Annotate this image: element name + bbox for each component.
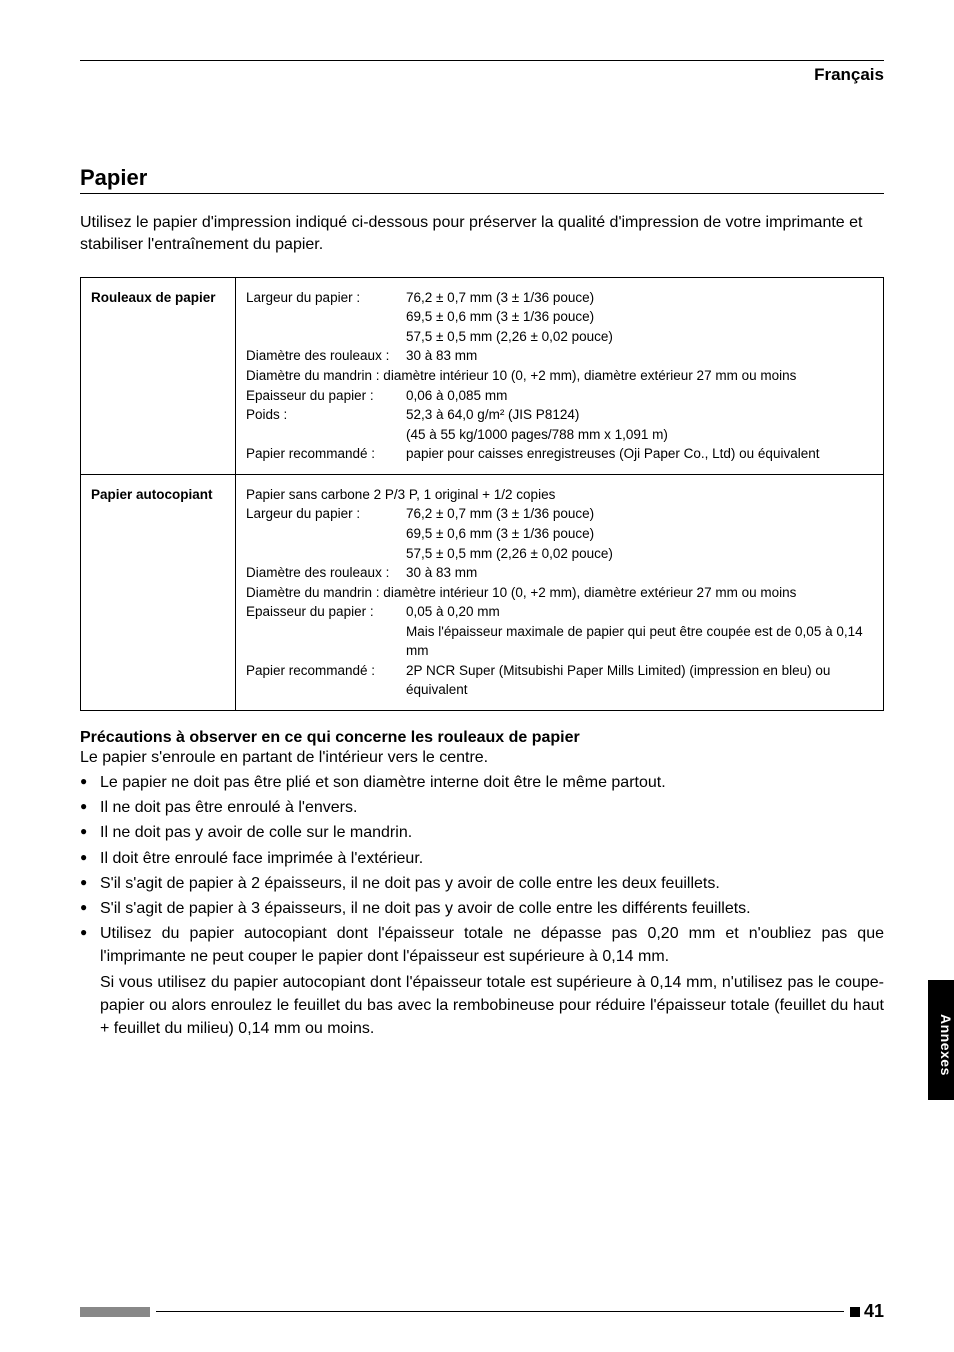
spec-value: 69,5 ± 0,6 mm (3 ± 1/36 pouce)	[406, 524, 873, 544]
caution-continuation: Si vous utilisez du papier autocopiant d…	[80, 971, 884, 1041]
bullet-item: Il ne doit pas y avoir de colle sur le m…	[80, 821, 884, 844]
table-row: Papier autocopiant Papier sans carbone 2 …	[81, 474, 884, 710]
bullet-item: Il doit être enroulé face imprimée à l'e…	[80, 847, 884, 870]
spec-value: 0,06 à 0,085 mm	[406, 386, 873, 406]
spec-line: Papier recommandé :papier pour caisses e…	[246, 444, 873, 464]
spec-line: Largeur du papier :76,2 ± 0,7 mm (3 ± 1/…	[246, 288, 873, 308]
spec-line: Diamètre des rouleaux :30 à 83 mm	[246, 563, 873, 583]
section-title: Papier	[80, 165, 884, 194]
spec-value: 0,05 à 0,20 mm	[406, 602, 873, 622]
spec-value: 52,3 à 64,0 g/m² (JIS P8124)	[406, 405, 873, 425]
spec-value: 2P NCR Super (Mitsubishi Paper Mills Lim…	[406, 661, 873, 700]
spec-line: 57,5 ± 0,5 mm (2,26 ± 0,02 pouce)	[246, 327, 873, 347]
side-tab: Annexes	[928, 980, 954, 1100]
spec-value: 30 à 83 mm	[406, 563, 873, 583]
header-language: Français	[80, 65, 884, 85]
section-intro: Utilisez le papier d'impression indiqué …	[80, 212, 884, 257]
spec-key	[246, 622, 406, 661]
bullet-item: Utilisez du papier autocopiant dont l'ép…	[80, 922, 884, 968]
spec-table: Rouleaux de papierLargeur du papier :76,…	[80, 277, 884, 711]
table-row: Rouleaux de papier Largeur du papier :76,…	[81, 277, 884, 474]
page-number: 41	[864, 1301, 884, 1322]
caution-intro: Le papier s'enroule en partant de l'inté…	[80, 749, 884, 767]
spec-line: Mais l'épaisseur maximale de papier qui …	[246, 622, 873, 661]
spec-line: 69,5 ± 0,6 mm (3 ± 1/36 pouce)	[246, 307, 873, 327]
spec-line: Largeur du papier :76,2 ± 0,7 mm (3 ± 1/…	[246, 504, 873, 524]
spec-line: 69,5 ± 0,6 mm (3 ± 1/36 pouce)	[246, 524, 873, 544]
row-content: Largeur du papier :76,2 ± 0,7 mm (3 ± 1/…	[236, 277, 884, 474]
spec-line: Papier sans carbone 2 P/3 P, 1 original …	[246, 485, 873, 505]
spec-value: 76,2 ± 0,7 mm (3 ± 1/36 pouce)	[406, 288, 873, 308]
footer-line	[156, 1311, 844, 1312]
spec-key	[246, 544, 406, 564]
spec-value: 69,5 ± 0,6 mm (3 ± 1/36 pouce)	[406, 307, 873, 327]
spec-key	[246, 425, 406, 445]
spec-value: 57,5 ± 0,5 mm (2,26 ± 0,02 pouce)	[406, 544, 873, 564]
spec-value: papier pour caisses enregistreuses (Oji …	[406, 444, 873, 464]
spec-line: Diamètre du mandrin : diamètre intérieur…	[246, 583, 873, 603]
footer-bar	[80, 1307, 150, 1317]
spec-key: Epaisseur du papier :	[246, 602, 406, 622]
spec-line: Diamètre du mandrin : diamètre intérieur…	[246, 366, 873, 386]
spec-value: Mais l'épaisseur maximale de papier qui …	[406, 622, 873, 661]
spec-line: Epaisseur du papier :0,05 à 0,20 mm	[246, 602, 873, 622]
spec-key: Epaisseur du papier :	[246, 386, 406, 406]
spec-line: Papier recommandé :2P NCR Super (Mitsubi…	[246, 661, 873, 700]
spec-key	[246, 524, 406, 544]
bullet-item: Il ne doit pas être enroulé à l'envers.	[80, 796, 884, 819]
top-rule	[80, 60, 884, 61]
spec-key	[246, 327, 406, 347]
footer: 41	[80, 1301, 884, 1322]
spec-line: Poids :52,3 à 64,0 g/m² (JIS P8124)	[246, 405, 873, 425]
row-label: Rouleaux de papier	[81, 277, 236, 474]
spec-key: Papier recommandé :	[246, 661, 406, 700]
spec-key: Poids :	[246, 405, 406, 425]
bullet-item: S'il s'agit de papier à 3 épaisseurs, il…	[80, 897, 884, 920]
page: Français Papier Utilisez le papier d'imp…	[0, 0, 954, 1352]
bullet-item: Le papier ne doit pas être plié et son d…	[80, 771, 884, 794]
spec-line: (45 à 55 kg/1000 pages/788 mm x 1,091 m)	[246, 425, 873, 445]
spec-key: Largeur du papier :	[246, 288, 406, 308]
row-content: Papier sans carbone 2 P/3 P, 1 original …	[236, 474, 884, 710]
spec-value: 76,2 ± 0,7 mm (3 ± 1/36 pouce)	[406, 504, 873, 524]
spec-key: Papier recommandé :	[246, 444, 406, 464]
spec-key: Diamètre des rouleaux :	[246, 563, 406, 583]
footer-square	[850, 1307, 860, 1317]
spec-line: Epaisseur du papier :0,06 à 0,085 mm	[246, 386, 873, 406]
row-label: Papier autocopiant	[81, 474, 236, 710]
spec-value: 57,5 ± 0,5 mm (2,26 ± 0,02 pouce)	[406, 327, 873, 347]
bullet-item: S'il s'agit de papier à 2 épaisseurs, il…	[80, 872, 884, 895]
spec-value: (45 à 55 kg/1000 pages/788 mm x 1,091 m)	[406, 425, 873, 445]
spec-key	[246, 307, 406, 327]
spec-key: Diamètre des rouleaux :	[246, 346, 406, 366]
spec-value: 30 à 83 mm	[406, 346, 873, 366]
caution-title: Précautions à observer en ce qui concern…	[80, 729, 884, 747]
spec-line: Diamètre des rouleaux :30 à 83 mm	[246, 346, 873, 366]
spec-line: 57,5 ± 0,5 mm (2,26 ± 0,02 pouce)	[246, 544, 873, 564]
caution-bullets: Le papier ne doit pas être plié et son d…	[80, 771, 884, 969]
spec-key: Largeur du papier :	[246, 504, 406, 524]
